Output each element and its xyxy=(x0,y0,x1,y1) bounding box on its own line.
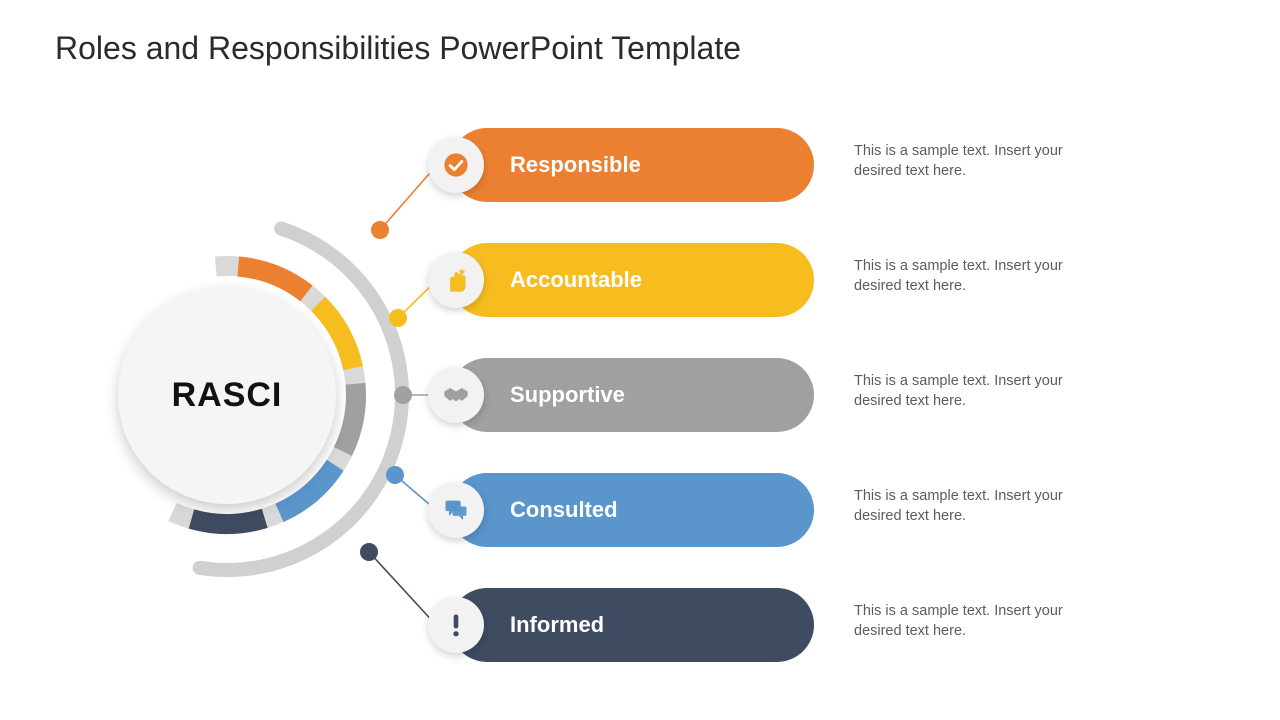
arc-seg-4 xyxy=(189,509,268,534)
chat-icon xyxy=(428,482,484,538)
handshake-icon xyxy=(428,367,484,423)
pill-label-informed: Informed xyxy=(510,612,604,638)
pill-accountable: Accountable xyxy=(450,243,814,317)
connector-informed xyxy=(369,552,436,625)
connector-dot-consulted xyxy=(386,466,404,484)
check-circle-icon xyxy=(428,137,484,193)
desc-consulted: This is a sample text. Insert your desir… xyxy=(854,487,1114,526)
hand-star-icon xyxy=(428,252,484,308)
pill-informed: Informed xyxy=(450,588,814,662)
connector-dot-responsible xyxy=(371,221,389,239)
desc-supportive: This is a sample text. Insert your desir… xyxy=(854,372,1114,411)
hub-label: RASCI xyxy=(172,376,283,415)
desc-informed: This is a sample text. Insert your desir… xyxy=(854,602,1114,641)
desc-accountable: This is a sample text. Insert your desir… xyxy=(854,257,1114,296)
connector-dot-supportive xyxy=(394,386,412,404)
pill-label-accountable: Accountable xyxy=(510,267,642,293)
arc-seg-2 xyxy=(334,383,366,456)
pill-supportive: Supportive xyxy=(450,358,814,432)
pill-label-supportive: Supportive xyxy=(510,382,625,408)
pill-label-consulted: Consulted xyxy=(510,497,618,523)
pill-consulted: Consulted xyxy=(450,473,814,547)
connector-dot-informed xyxy=(360,543,378,561)
connector-dot-accountable xyxy=(389,309,407,327)
connector-responsible xyxy=(380,166,436,230)
pill-label-responsible: Responsible xyxy=(510,152,641,178)
desc-responsible: This is a sample text. Insert your desir… xyxy=(854,142,1114,181)
hub-circle: RASCI xyxy=(118,286,336,504)
exclaim-icon xyxy=(428,597,484,653)
pill-responsible: Responsible xyxy=(450,128,814,202)
